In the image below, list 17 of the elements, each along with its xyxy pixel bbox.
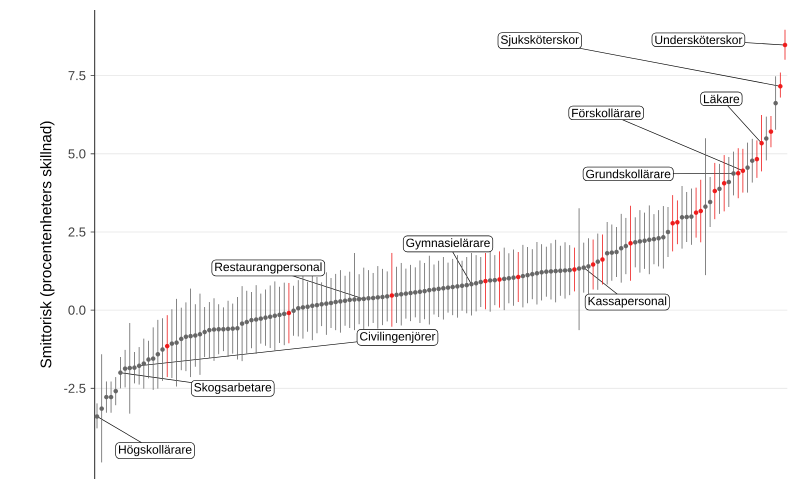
y-tick-label: 5.0 [68,149,86,158]
y-axis-title: Smittorisk (procentenheters skillnad) [40,122,54,368]
annotation: Högskollärare [119,444,192,456]
annotation: Undersköterskor [655,35,742,44]
annotation: Sjuksköterskor [500,35,579,46]
annotation: Gymnasielärare [406,238,490,250]
annotation: Kassapersonal [588,296,666,308]
annotation: Grundskollärare [586,169,670,178]
annotation: Skogsarbetare [194,382,272,394]
annotation: Läkare [704,94,740,104]
annotation: Civilingenjörer [360,332,436,343]
y-tick-label: -2.5 [64,384,86,393]
annotation: Restaurangpersonal [215,262,322,274]
annotation: Förskollärare [572,108,641,118]
y-tick-label: 2.5 [68,227,86,237]
y-tick-label: 0.0 [68,306,86,315]
y-tick-label: 7.5 [68,71,86,80]
